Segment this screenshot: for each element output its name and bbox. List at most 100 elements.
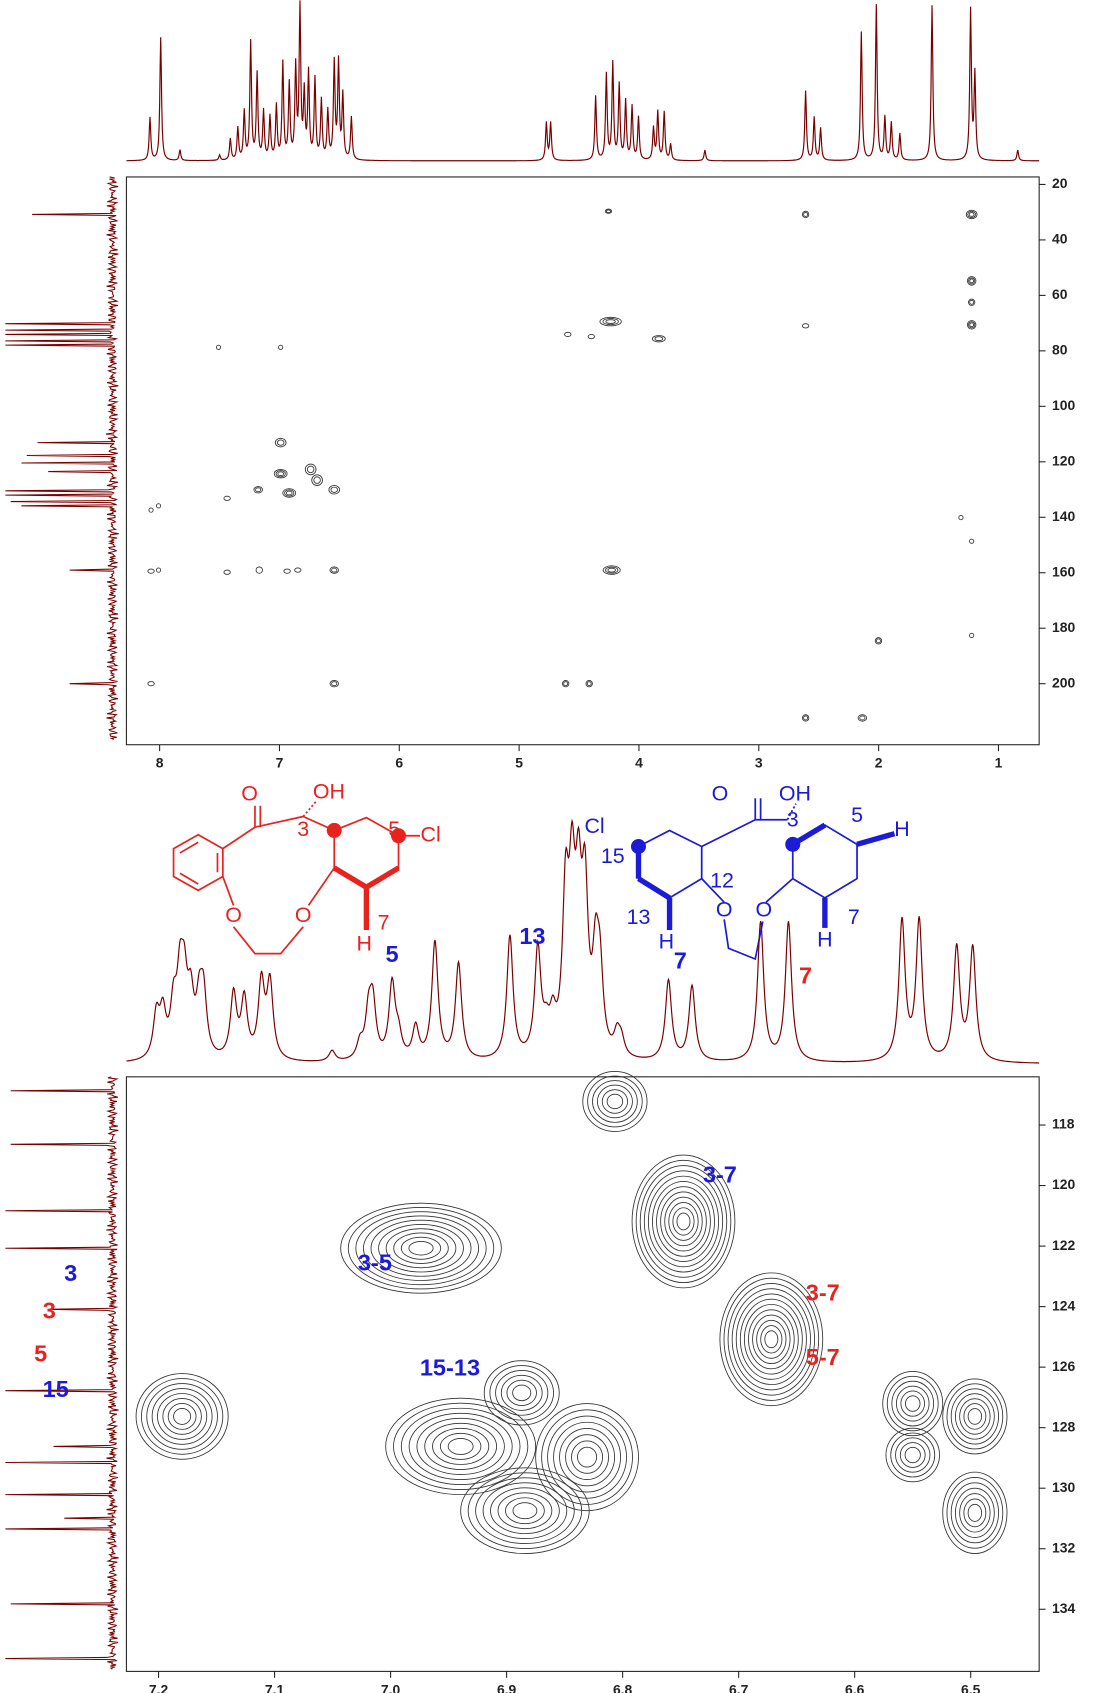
cross-peak bbox=[647, 1175, 720, 1268]
atom-label: 5 bbox=[851, 803, 863, 827]
cross-peak bbox=[157, 1393, 208, 1440]
proton-trace-top bbox=[126, 0, 1040, 162]
cross-peak-small bbox=[277, 471, 284, 477]
cross-peak bbox=[882, 1371, 944, 1437]
cross-peak bbox=[954, 1393, 995, 1440]
cross-peak bbox=[439, 1432, 482, 1460]
cross-peak-small bbox=[313, 476, 321, 484]
cross-peak-small bbox=[294, 567, 302, 573]
cross-peak-small bbox=[801, 323, 810, 329]
cross-peak bbox=[553, 1421, 621, 1493]
x-tick-label: 6.7 bbox=[729, 1681, 749, 1693]
cross-peak bbox=[512, 1384, 532, 1402]
y-tick-label: 120 bbox=[1052, 1176, 1075, 1192]
cross-peak bbox=[432, 1427, 490, 1465]
x-tick-label: 7.2 bbox=[149, 1681, 169, 1693]
cross-peak-small bbox=[969, 278, 974, 284]
atom-label: OH bbox=[779, 782, 811, 806]
annotation: 3 bbox=[43, 1298, 56, 1324]
cross-peak-small bbox=[147, 568, 155, 574]
cross-peak bbox=[497, 1492, 553, 1530]
cross-peak bbox=[601, 1089, 629, 1114]
cross-peak bbox=[660, 1191, 707, 1252]
y-tick-label: 120 bbox=[1052, 452, 1075, 468]
cross-peak bbox=[967, 1503, 983, 1522]
cross-peak bbox=[400, 1407, 521, 1486]
cross-peak bbox=[942, 1378, 1008, 1455]
x-tick-label: 7.1 bbox=[265, 1681, 285, 1693]
cross-peak-small bbox=[968, 277, 976, 285]
cross-peak-small bbox=[273, 468, 288, 479]
y-tick-label: 80 bbox=[1052, 342, 1068, 358]
y-tick-label: 130 bbox=[1052, 1479, 1075, 1495]
x-tick-label: 6.9 bbox=[497, 1681, 517, 1693]
atom-label: 15 bbox=[601, 844, 625, 868]
cross-peak bbox=[639, 1165, 728, 1278]
cross-peak bbox=[340, 1202, 502, 1294]
cross-peak bbox=[577, 1446, 598, 1468]
cross-peak-small bbox=[328, 485, 341, 495]
cross-peak-small bbox=[285, 490, 293, 496]
carbon-trace-top bbox=[5, 176, 119, 740]
red-atom-3 bbox=[326, 822, 342, 838]
cross-peak bbox=[400, 1236, 442, 1260]
cross-peak-small bbox=[969, 322, 974, 328]
cross-peak bbox=[596, 1084, 633, 1119]
cross-peak-small bbox=[282, 488, 297, 498]
x-tick-label: 4 bbox=[635, 755, 643, 771]
cross-peak-small bbox=[223, 495, 231, 501]
cross-peak bbox=[495, 1370, 549, 1416]
cross-peak-small bbox=[330, 486, 338, 493]
atom-label: 5 bbox=[388, 817, 400, 841]
cross-peak-small bbox=[147, 681, 155, 687]
cross-peak-small bbox=[587, 333, 595, 340]
cross-peak bbox=[731, 1288, 811, 1391]
y-tick-label: 60 bbox=[1052, 286, 1068, 302]
cross-peak bbox=[963, 1403, 987, 1430]
carbon-trace-bottom bbox=[5, 1076, 119, 1670]
cross-peak bbox=[743, 1304, 799, 1375]
cross-peak-small bbox=[966, 320, 977, 330]
cross-peak-small bbox=[585, 680, 593, 688]
x-tick-label: 6.5 bbox=[961, 1681, 981, 1693]
cross-peak-small bbox=[859, 715, 866, 721]
cross-peak bbox=[905, 1395, 921, 1412]
cross-peak-small bbox=[876, 638, 881, 644]
atom-label: 7 bbox=[378, 910, 390, 934]
atom-label: O bbox=[241, 782, 258, 806]
annotation: 7 bbox=[674, 947, 687, 973]
cross-peak-small bbox=[564, 331, 572, 337]
atom-label: O bbox=[225, 903, 242, 927]
cross-peak bbox=[904, 1446, 921, 1464]
cross-peak bbox=[416, 1417, 505, 1475]
y-tick-label: 132 bbox=[1052, 1539, 1075, 1555]
annotation: 5-7 bbox=[806, 1344, 840, 1370]
atom-label: H bbox=[817, 927, 832, 951]
annotation: 15 bbox=[43, 1376, 69, 1402]
annotation: 3-7 bbox=[806, 1280, 840, 1306]
bottom-plot-frame bbox=[125, 1076, 1040, 1672]
cross-peak bbox=[719, 1272, 824, 1407]
cross-peak bbox=[506, 1379, 537, 1406]
cross-peak-small bbox=[255, 566, 263, 574]
cross-peak bbox=[664, 1196, 703, 1247]
cross-peak-small bbox=[967, 210, 976, 218]
cross-peak-small bbox=[155, 567, 162, 573]
x-tick-label: 6.6 bbox=[845, 1681, 865, 1693]
cross-peak bbox=[385, 1228, 457, 1269]
cross-peak bbox=[424, 1422, 498, 1470]
cross-peak bbox=[500, 1374, 543, 1411]
cross-peak-small bbox=[969, 538, 975, 544]
cross-peak bbox=[885, 1427, 940, 1483]
cross-peak bbox=[959, 1398, 991, 1435]
cross-peak-small bbox=[965, 209, 978, 220]
cross-peak bbox=[162, 1398, 202, 1435]
cross-peak-small bbox=[155, 503, 162, 509]
cross-peak bbox=[942, 1471, 1008, 1554]
cross-peak bbox=[946, 1383, 1004, 1450]
x-tick-label: 2 bbox=[875, 755, 883, 771]
cross-peak-small bbox=[803, 715, 809, 721]
cross-peak-small bbox=[223, 569, 231, 575]
cross-peak-small bbox=[329, 566, 339, 574]
